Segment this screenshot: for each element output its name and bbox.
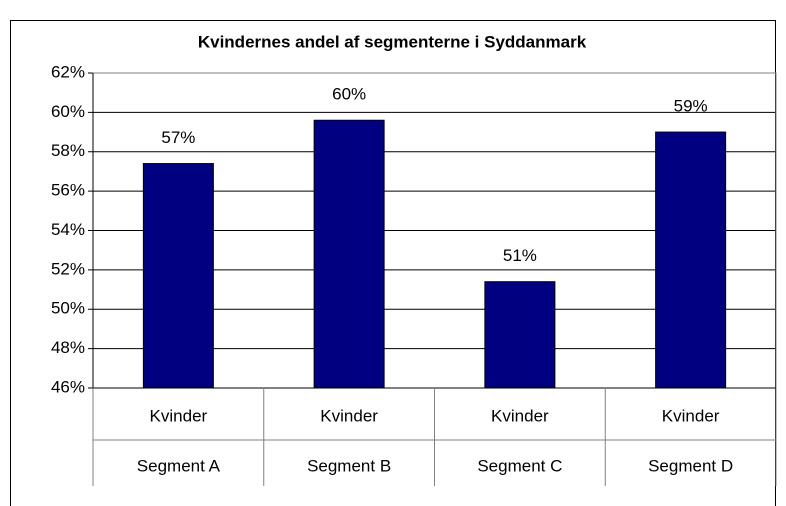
x-tick-label: Segment D: [648, 456, 733, 475]
x-tick-label: Segment C: [477, 456, 562, 475]
value-label: 51%: [503, 246, 537, 265]
x-tick-label: Segment B: [307, 456, 391, 475]
y-tick-label: 60%: [51, 102, 85, 121]
bar: [484, 281, 556, 389]
series-label: Kvinder: [662, 406, 720, 425]
bar: [142, 163, 214, 389]
y-tick-label: 62%: [51, 62, 85, 81]
y-tick-label: 56%: [51, 181, 85, 200]
y-tick-label: 54%: [51, 220, 85, 239]
y-tick-label: 50%: [51, 299, 85, 318]
series-label: Kvinder: [320, 406, 378, 425]
chart-frame: [10, 20, 776, 506]
value-label: 57%: [161, 128, 195, 147]
value-label: 60%: [332, 85, 366, 104]
series-label: Kvinder: [491, 406, 549, 425]
chart-title: Kvindernes andel af segmenterne i Syddan…: [198, 32, 587, 51]
series-label: Kvinder: [150, 406, 208, 425]
y-tick-label: 52%: [51, 259, 85, 278]
bar: [655, 131, 727, 389]
y-tick-label: 48%: [51, 338, 85, 357]
y-tick-label: 46%: [51, 377, 85, 396]
y-tick-label: 58%: [51, 141, 85, 160]
bar: [313, 119, 385, 389]
x-tick-label: Segment A: [137, 456, 221, 475]
value-label: 59%: [674, 97, 708, 116]
